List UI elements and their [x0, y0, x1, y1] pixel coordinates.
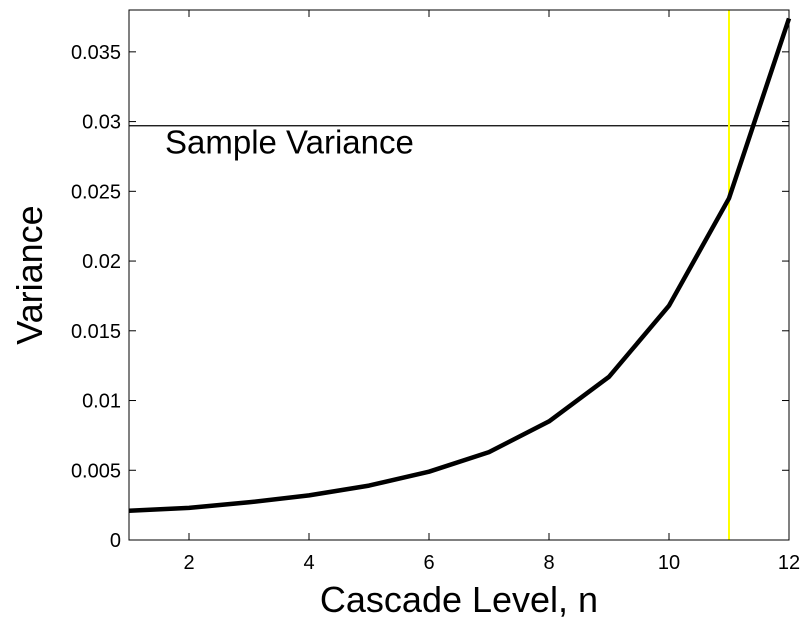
- y-tick-label: 0.015: [71, 321, 121, 343]
- sample-variance-label: Sample Variance: [165, 124, 414, 161]
- variance-data-point: [549, 421, 550, 422]
- y-tick-label: 0.025: [71, 181, 121, 203]
- x-ticks: 2 4 6 8 10 12: [183, 10, 800, 574]
- variance-data-point: [249, 502, 250, 503]
- y-tick-label: 0: [110, 530, 121, 552]
- plot-frame: [128, 9, 790, 541]
- y-tick-label: 0.03: [82, 112, 121, 134]
- variance-data-point: [369, 485, 370, 486]
- y-axis-title: Variance: [9, 205, 50, 344]
- x-tick-label: 8: [543, 552, 554, 574]
- variance-data-point: [309, 495, 310, 496]
- variance-data-point: [489, 452, 490, 453]
- variance-data-point: [189, 507, 190, 508]
- variance-data-point: [429, 471, 430, 472]
- y-tick-label: 0.005: [71, 460, 121, 482]
- variance-series-line: [128, 17, 792, 513]
- x-tick-label: 4: [303, 552, 314, 574]
- series-group: [128, 17, 792, 513]
- annotations: Sample Variance: [165, 124, 414, 161]
- variance-data-point: [669, 305, 670, 306]
- plot-area: [129, 10, 789, 540]
- variance-data-point: [609, 376, 610, 377]
- y-tick-label: 0.035: [71, 42, 121, 64]
- reference-lines: [129, 10, 789, 540]
- x-tick-label: 12: [778, 552, 800, 574]
- y-ticks: 0 0.005 0.01 0.015 0.02 0.025 0.03 0.035: [71, 42, 789, 552]
- x-tick-label: 6: [423, 552, 434, 574]
- x-tick-label: 10: [658, 552, 680, 574]
- x-axis-title: Cascade Level, n: [320, 579, 598, 620]
- x-tick-label: 2: [183, 552, 194, 574]
- y-tick-label: 0.02: [82, 251, 121, 273]
- y-tick-label: 0.01: [82, 391, 121, 413]
- variance-data-point: [729, 198, 730, 199]
